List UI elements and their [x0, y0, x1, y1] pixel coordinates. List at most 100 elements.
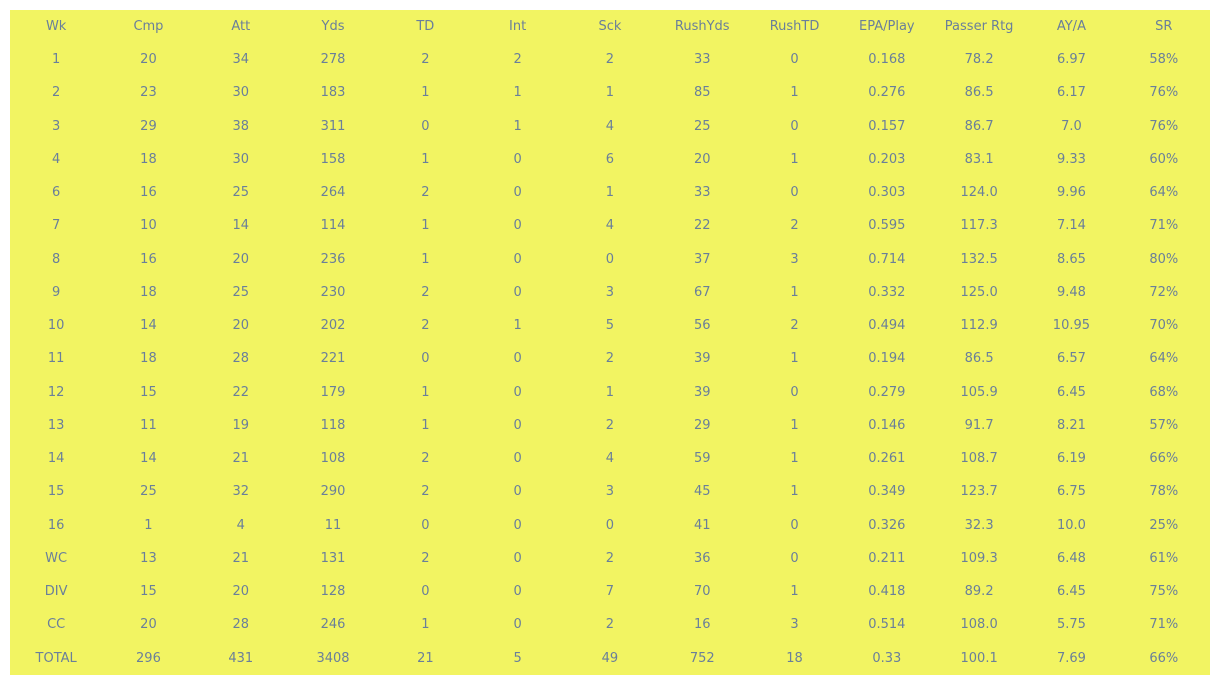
table-cell: 0.418 [868, 584, 906, 600]
table-cell: 0 [790, 185, 799, 201]
table-cell: 61% [1149, 550, 1179, 566]
table-cell: 66% [1149, 650, 1179, 666]
table-cell: 230 [320, 284, 346, 300]
table-cell: 124.0 [960, 185, 998, 201]
table-cell: 132.5 [960, 251, 998, 267]
table-cell: 0.349 [868, 484, 906, 500]
table-cell: 56 [693, 318, 711, 334]
table-header: Wk Cmp Att Yds TD Int Sck RushYds RushTD EPA/Play… [10, 10, 1210, 43]
table-cell: 2 [421, 52, 430, 68]
table-cell: 80% [1149, 251, 1179, 267]
table-cell: 1 [52, 52, 61, 68]
column-header: EPA/Play [859, 19, 915, 34]
table-cell: 86.5 [964, 351, 994, 367]
table-cell: 112.9 [960, 318, 998, 334]
table-cell: 11 [140, 417, 157, 433]
table-cell: 2 [52, 85, 61, 101]
table-cell: 9 [52, 284, 61, 300]
table-cell: 22 [693, 218, 711, 234]
table-cell: 22 [232, 384, 250, 400]
table-cell: 71% [1149, 218, 1179, 234]
table-cell: 0 [513, 550, 522, 566]
table-cell: 2 [790, 318, 799, 334]
table-cell: 33 [693, 185, 711, 201]
table-cell: 10 [47, 318, 65, 334]
column-header: RushTD [769, 19, 820, 34]
table-cell: 70 [693, 584, 711, 600]
table-cell: 13 [140, 550, 157, 566]
table-cell: 1 [790, 351, 799, 367]
table-cell: 278 [320, 52, 346, 68]
table-cell: 60% [1149, 151, 1179, 167]
table-cell: 246 [320, 617, 346, 633]
column-header: Sck [598, 19, 622, 34]
table-cell: 86.7 [964, 118, 994, 134]
table-cell: 1 [605, 384, 615, 400]
table-cell: 58% [1149, 52, 1179, 68]
table-cell: 0 [421, 517, 430, 533]
table-cell: 1 [421, 85, 430, 101]
table-cell: 6.97 [1056, 52, 1086, 68]
table-cell: 158 [320, 151, 346, 167]
table-row: 8 16 20 236 1 0 0 37 3 0.714 132.5 8.65 80% [10, 243, 1210, 276]
table-cell: 2 [513, 52, 522, 68]
table-row: 1 20 34 278 2 2 2 33 0 0.168 78.2 6.97 58% [10, 43, 1210, 76]
table-row: 15 25 32 290 2 0 3 45 1 0.349 123.7 6.75 78% [10, 475, 1210, 508]
table-cell: 2 [421, 451, 430, 467]
table-cell: 3 [605, 484, 615, 500]
table-cell: 30 [232, 151, 250, 167]
table-cell: 9.33 [1056, 151, 1086, 167]
table-row: 4 18 30 158 1 0 6 20 1 0.203 83.1 9.33 60% [10, 143, 1210, 176]
table-cell: 752 [689, 650, 715, 666]
table-cell: 0 [421, 118, 430, 134]
stats-table-panel: Wk Cmp Att Yds TD Int Sck RushYds RushTD EPA/Play… [10, 10, 1210, 675]
table-cell: 0.332 [868, 284, 906, 300]
table-cell: 25 [232, 185, 250, 201]
table-cell: 131 [320, 550, 346, 566]
table-cell: 0.303 [868, 185, 906, 201]
table-row: 13 11 19 118 1 0 2 29 1 0.146 91.7 8.21 57% [10, 409, 1210, 442]
table-cell: 0 [513, 484, 522, 500]
table-cell: 179 [320, 384, 346, 400]
table-cell: 1 [790, 284, 799, 300]
table-cell: 20 [140, 617, 157, 633]
table-cell: 25% [1149, 517, 1179, 533]
table-cell: 2 [421, 484, 430, 500]
table-cell: 1 [790, 451, 799, 467]
table-cell: 1 [790, 151, 799, 167]
table-cell: 10 [140, 218, 157, 234]
table-cell: 32.3 [964, 517, 994, 533]
table-cell: 0 [513, 151, 522, 167]
table-cell: 105.9 [960, 384, 998, 400]
table-cell: 0 [421, 584, 430, 600]
table-cell: 49 [601, 650, 619, 666]
table-cell: 7.0 [1061, 118, 1082, 134]
table-cell: 1 [421, 218, 430, 234]
table-cell: DIV [44, 584, 68, 600]
table-cell: 20 [693, 151, 711, 167]
table-cell: 0 [513, 517, 522, 533]
table-cell: 290 [320, 484, 346, 500]
column-header: RushYds [674, 19, 730, 34]
table-row: 3 29 38 311 0 1 4 25 0 0.157 86.7 7.0 76% [10, 110, 1210, 143]
table-cell: 18 [140, 284, 157, 300]
table-cell: 3 [52, 118, 61, 134]
table-cell: 18 [140, 151, 157, 167]
table-cell: 30 [232, 85, 250, 101]
table-cell: 1 [421, 417, 430, 433]
table-cell: 37 [693, 251, 711, 267]
table-cell: 64% [1149, 351, 1179, 367]
table-cell: 118 [320, 417, 346, 433]
table-cell: 7.14 [1056, 218, 1086, 234]
table-cell: 36 [693, 550, 711, 566]
table-cell: 108 [320, 451, 346, 467]
table-cell: 117.3 [960, 218, 998, 234]
table-cell: 11 [47, 351, 65, 367]
table-cell: 9.48 [1056, 284, 1086, 300]
table-cell: 6 [52, 185, 61, 201]
table-cell: 10.0 [1056, 517, 1086, 533]
table-cell: 3 [790, 251, 799, 267]
column-header: Cmp [133, 19, 164, 34]
table-row: 12 15 22 179 1 0 1 39 0 0.279 105.9 6.45 68% [10, 376, 1210, 409]
table-cell: 1 [790, 85, 799, 101]
